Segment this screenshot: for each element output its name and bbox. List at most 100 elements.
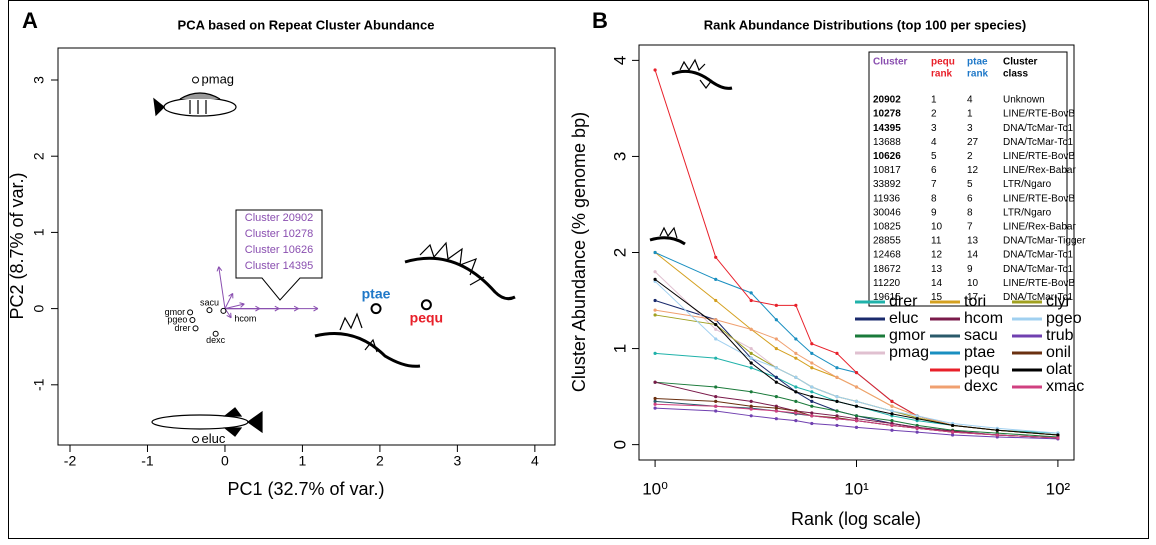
legend-label: pmag <box>889 344 929 361</box>
y-tick-label: 2 <box>610 248 629 257</box>
legend-label: trub <box>1046 327 1074 344</box>
table-cell: DNA/TcMar-Tigger <box>1003 236 1086 247</box>
table-header: pequ <box>931 57 955 68</box>
callout-text: Cluster 20902 <box>245 212 314 224</box>
table-cell: 10626 <box>873 151 901 162</box>
x-tick-label: 10¹ <box>844 479 869 498</box>
point-label: gmor <box>165 307 186 317</box>
point <box>835 423 839 428</box>
table-cell: 14 <box>967 250 979 261</box>
point <box>653 68 657 72</box>
legend-label: sacu <box>964 327 998 344</box>
point <box>653 250 657 255</box>
table-cell: 1 <box>967 109 973 120</box>
point <box>810 394 814 399</box>
table-header: class <box>1003 69 1028 80</box>
panel-letter: A <box>22 8 38 33</box>
point-label: drer <box>175 323 191 333</box>
point <box>653 313 657 317</box>
table-cell: LINE/RTE-BovB <box>1003 193 1075 204</box>
point-label: hcom <box>234 313 256 323</box>
point <box>774 409 778 413</box>
x-tick-label: 3 <box>453 453 461 469</box>
x-axis-label: PC1 (32.7% of var.) <box>227 479 384 499</box>
point <box>749 327 753 331</box>
table-cell: LINE/RTE-BovB <box>1003 278 1075 289</box>
table-cell: 17 <box>967 292 979 303</box>
arrow-head <box>313 305 319 312</box>
point <box>749 404 753 408</box>
point <box>794 390 798 394</box>
point <box>890 428 894 432</box>
table-cell: 11220 <box>873 278 901 289</box>
legend-label: eluc <box>889 310 918 327</box>
loading-arrow <box>224 303 245 310</box>
point <box>1056 433 1060 437</box>
table-cell: 11 <box>931 236 942 247</box>
table-cell: DNA/TcMar-Tc1 <box>1003 292 1073 303</box>
point <box>854 425 859 429</box>
point <box>714 318 718 322</box>
point <box>950 423 955 428</box>
loading-arrow <box>218 266 226 309</box>
table-cell: 9 <box>967 264 973 275</box>
legend-label: drer <box>889 293 918 310</box>
point <box>890 419 894 423</box>
table-cell: 6 <box>931 165 937 176</box>
point <box>810 342 814 346</box>
table-cell: 8 <box>967 207 973 218</box>
legend-label: dexc <box>964 378 998 395</box>
y-tick-label: 4 <box>610 56 629 65</box>
legend-label: ptae <box>964 344 995 361</box>
point <box>749 351 753 355</box>
table-cell: 13 <box>931 264 943 275</box>
point <box>890 399 894 404</box>
y-tick-label: 0 <box>31 305 47 313</box>
legend-label: clyr <box>1046 293 1072 310</box>
point <box>653 399 657 404</box>
x-tick-label: -1 <box>141 453 154 469</box>
table-cell: 30046 <box>873 207 901 218</box>
frame <box>8 0 1149 539</box>
legend-label: tori <box>964 293 986 310</box>
point <box>835 351 839 355</box>
table-cell: 10278 <box>873 109 901 120</box>
table-cell: 12468 <box>873 250 901 261</box>
point <box>810 404 814 408</box>
point <box>794 356 798 360</box>
table-cell: 4 <box>967 95 973 106</box>
point <box>915 417 919 421</box>
point <box>810 366 814 370</box>
arrow-head <box>293 305 299 312</box>
point <box>653 298 657 303</box>
table-cell: 10 <box>931 222 943 233</box>
arrow-head <box>274 305 280 312</box>
point <box>653 308 657 312</box>
y-tick-label: 1 <box>610 344 629 353</box>
point-label: sacu <box>200 298 219 308</box>
table-cell: 10825 <box>873 222 901 233</box>
point <box>749 407 753 411</box>
x-tick-label: 10² <box>1046 479 1071 498</box>
point <box>749 361 753 365</box>
table-cell: LINE/RTE-BovB <box>1003 151 1075 162</box>
point <box>810 399 814 404</box>
point <box>810 421 814 426</box>
point <box>890 423 894 428</box>
y-tick-label: -1 <box>31 378 47 391</box>
table-cell: 3 <box>931 123 937 134</box>
point <box>749 399 753 404</box>
point <box>835 366 839 370</box>
point <box>653 277 657 281</box>
table-cell: DNA/TcMar-Tc1 <box>1003 137 1073 148</box>
x-axis-label: Rank (log scale) <box>791 509 921 529</box>
table-cell: 10 <box>967 278 979 289</box>
point <box>749 390 753 394</box>
table-cell: 15 <box>931 292 943 303</box>
point <box>794 337 798 341</box>
legend-label: hcom <box>964 310 1003 327</box>
point <box>995 428 999 432</box>
point <box>653 380 657 384</box>
table-cell: 12 <box>967 165 979 176</box>
